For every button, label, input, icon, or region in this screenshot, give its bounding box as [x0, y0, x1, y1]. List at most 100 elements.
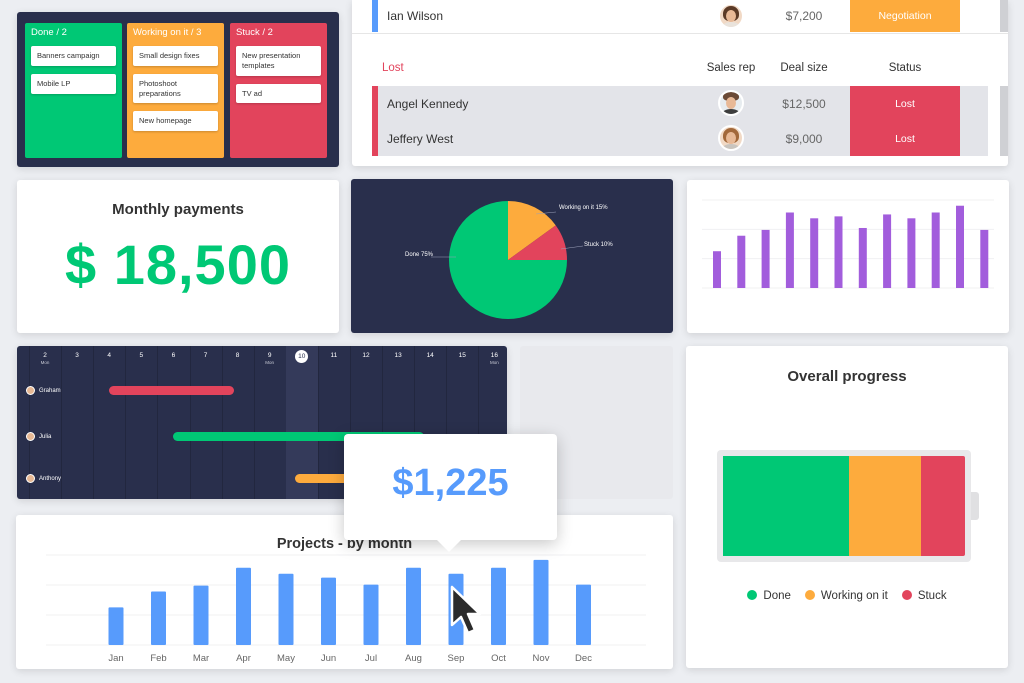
bar[interactable] — [278, 573, 294, 645]
bar[interactable] — [834, 216, 843, 288]
day-number: 7 — [203, 352, 208, 359]
bar[interactable] — [363, 584, 379, 645]
status-badge[interactable]: Negotiation — [850, 0, 960, 32]
bar[interactable] — [491, 567, 506, 645]
status-badge[interactable]: Lost — [850, 121, 960, 156]
avatar — [26, 474, 35, 483]
pie-chart-widget: Working on it 15% Stuck 10% Done 75% — [351, 179, 673, 333]
kanban-column: Done / 2 Banners campaign Mobile LP — [25, 23, 122, 158]
timeline-person: Anthony — [26, 474, 61, 483]
bar[interactable] — [858, 227, 867, 288]
deal-size: $7,200 — [785, 9, 823, 23]
kanban-column-title: Working on it / 3 — [133, 27, 202, 38]
timeline-day: 15 — [446, 352, 478, 360]
month-label: Oct — [491, 653, 506, 664]
timeline-person: Graham — [26, 386, 61, 395]
kanban-card[interactable]: Mobile LP — [31, 73, 116, 94]
kanban-card[interactable]: Banners campaign — [31, 46, 116, 66]
timeline-day: 11 — [318, 352, 350, 360]
progress-segment[interactable] — [921, 456, 965, 556]
timeline-gridline — [157, 346, 159, 499]
tooltip-tail — [436, 539, 462, 552]
bar[interactable] — [907, 218, 916, 288]
day-number: 5 — [139, 352, 144, 359]
group-color-bar — [372, 0, 378, 32]
pie-slice[interactable] — [449, 201, 567, 319]
pie-label: Done 75% — [405, 252, 434, 258]
timeline-gridline — [189, 346, 191, 499]
timeline-day: 16 Mon — [478, 352, 507, 365]
cursor-icon — [450, 585, 482, 635]
bar[interactable] — [737, 235, 746, 288]
timeline-bar[interactable] — [173, 432, 424, 441]
scrollbar[interactable] — [1000, 0, 1008, 32]
bar[interactable] — [785, 212, 794, 288]
timeline-day: 3 — [61, 352, 93, 360]
group-color-bar — [372, 121, 378, 156]
deal-row[interactable]: Angel Kennedy $12,500 Lost — [372, 86, 1008, 121]
day-number: 12 — [362, 352, 370, 359]
deal-row[interactable]: Jeffery West $9,000 Lost — [372, 121, 1008, 156]
timeline-day: 14 — [414, 352, 446, 360]
month-label: Jul — [365, 653, 377, 664]
monthly-payments-value: $ 18,500 — [65, 233, 291, 296]
timeline-day: 13 — [382, 352, 414, 360]
pie-slice[interactable] — [508, 225, 567, 260]
kanban-card[interactable]: Photoshoot preparations — [133, 73, 218, 104]
day-number: 2 — [43, 352, 47, 359]
bar[interactable] — [810, 218, 819, 288]
projects-by-month-widget: Projects - by month Jan Feb Mar Apr May Jun Ju… — [16, 515, 673, 669]
bar[interactable] — [931, 212, 940, 288]
progress-segment[interactable] — [848, 456, 922, 556]
day-sublabel: Mon — [265, 359, 275, 365]
timeline-gridline — [382, 346, 384, 499]
scrollbar[interactable] — [1000, 121, 1008, 156]
timeline-gridline — [221, 346, 223, 499]
day-number: 13 — [394, 352, 402, 359]
day-number: 8 — [235, 352, 240, 359]
month-label: Nov — [533, 653, 550, 664]
bar[interactable] — [956, 205, 964, 288]
day-number: 15 — [458, 352, 466, 359]
kanban-card[interactable]: TV ad — [236, 83, 321, 104]
pie-slice[interactable] — [508, 201, 556, 260]
avatar — [26, 432, 35, 441]
progress-segment[interactable] — [723, 456, 849, 556]
timeline-gridline — [317, 346, 319, 499]
bar[interactable] — [713, 251, 721, 288]
bar-chart — [702, 199, 994, 289]
bar[interactable] — [761, 229, 770, 288]
bar[interactable] — [321, 577, 336, 645]
kanban-card[interactable]: Small design fixes — [133, 46, 218, 66]
status-badge[interactable]: Lost — [850, 86, 960, 121]
bar[interactable] — [576, 584, 591, 645]
bar[interactable] — [236, 567, 251, 645]
bar[interactable] — [533, 559, 549, 645]
kanban-card[interactable]: New presentation templates — [236, 46, 321, 76]
deal-name: Jeffery West — [387, 131, 454, 146]
group-title-lost[interactable]: Lost — [382, 62, 404, 74]
battery-cap — [971, 492, 979, 520]
scrollbar[interactable] — [1000, 86, 1008, 121]
bar[interactable] — [406, 567, 421, 645]
deal-row-top[interactable]: Ian Wilson $7,200 Negotiation — [372, 0, 1008, 32]
pie-chart: Working on it 15% Stuck 10% Done 75% — [405, 201, 613, 319]
day-sublabel: Mon — [490, 359, 499, 365]
month-label: Jun — [321, 653, 336, 664]
bar[interactable] — [980, 229, 989, 288]
avatar — [26, 386, 35, 395]
bar[interactable] — [108, 607, 124, 645]
timeline-bar[interactable] — [295, 474, 383, 483]
purple-bar-chart-widget — [687, 180, 1009, 333]
bar[interactable] — [193, 585, 209, 645]
timeline-day: 5 — [125, 352, 157, 360]
timeline-bar[interactable] — [109, 386, 235, 395]
month-label: May — [277, 653, 295, 664]
bar[interactable] — [151, 591, 166, 645]
overall-progress-widget: Overall progress Done Working on it Stuck — [686, 346, 1008, 668]
bar[interactable] — [883, 214, 892, 288]
day-number: 14 — [426, 352, 434, 359]
kanban-card[interactable]: New homepage — [133, 111, 218, 131]
timeline-gridline — [93, 346, 95, 499]
widget-title: Projects - by month — [276, 536, 413, 552]
